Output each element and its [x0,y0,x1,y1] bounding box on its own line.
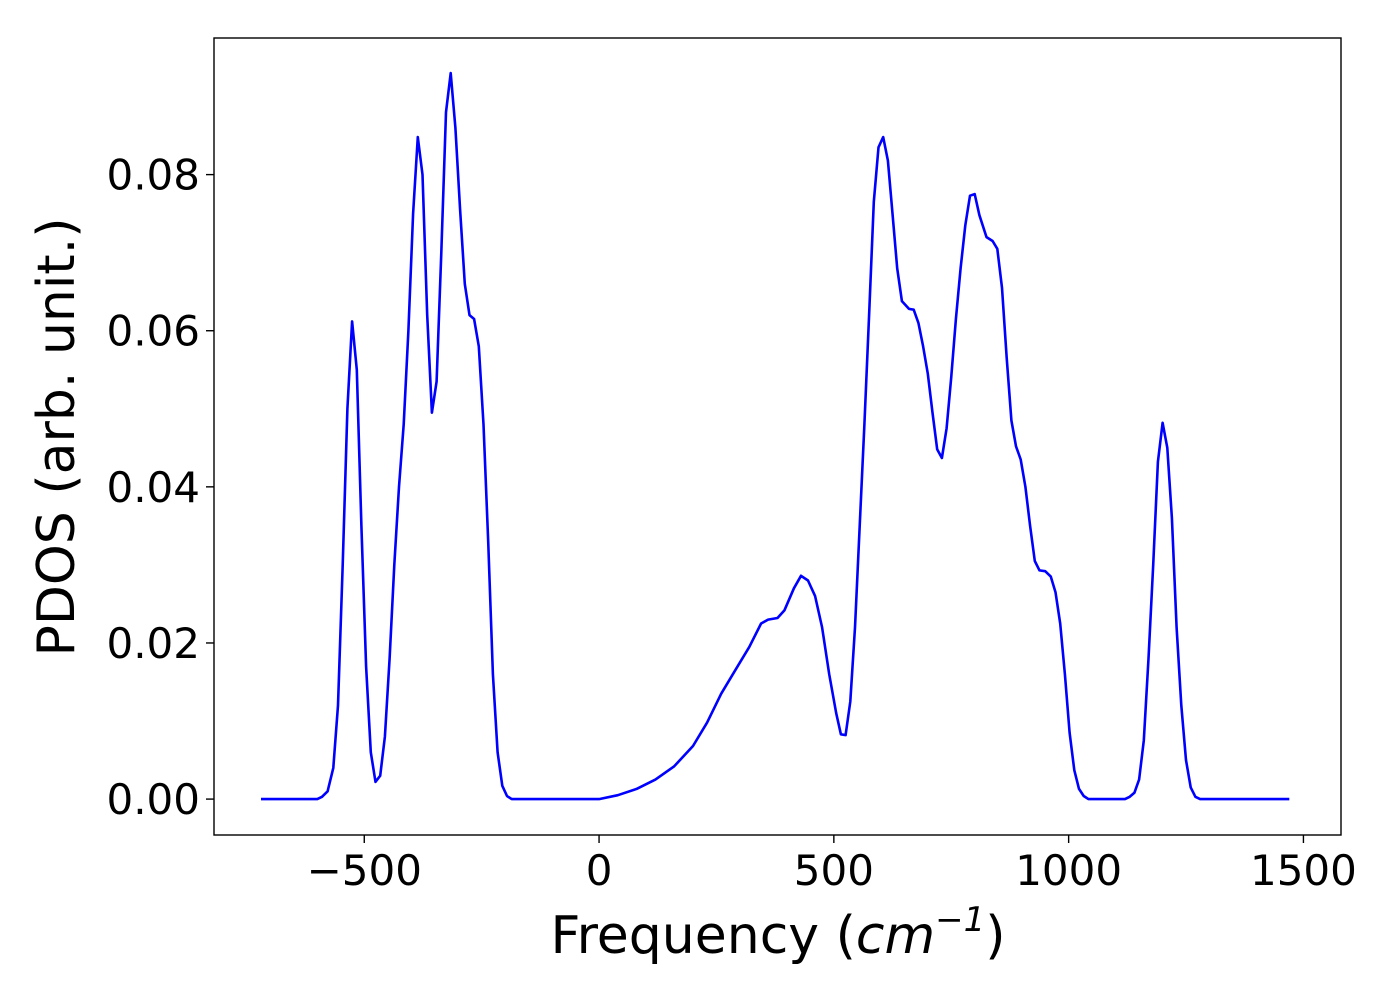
plot-layer [261,71,1290,801]
x-axis-label: Frequency (cm−1) [550,900,1005,966]
y-tick-label: 0.02 [106,619,200,668]
x-tick-label: 1000 [1015,846,1122,895]
y-axis-label: PDOS (arb. unit.) [27,217,87,656]
x-tick-label: 0 [586,846,613,895]
y-tick-label: 0.06 [106,307,200,356]
x-axis-label-close: ) [985,906,1005,966]
x-tick-label: 1500 [1250,846,1357,895]
y-tick-label: 0.00 [106,775,200,824]
x-axis-label-unit: cm [856,906,935,966]
y-tick-label: 0.08 [106,151,200,200]
y-tick-label: 0.04 [106,463,200,512]
pdos-line-series-0 [261,71,1290,801]
x-axis-label-main: Frequency ( [550,906,855,966]
x-tick-label: 500 [794,846,874,895]
x-axis-label-exponent: −1 [935,900,985,940]
y-axis: 0.00 0.02 0.04 0.06 0.08 [106,151,214,824]
x-tick-label: −500 [307,846,422,895]
plot-frame [213,37,1342,836]
x-axis: −500 0 500 1000 1500 [307,835,1357,895]
